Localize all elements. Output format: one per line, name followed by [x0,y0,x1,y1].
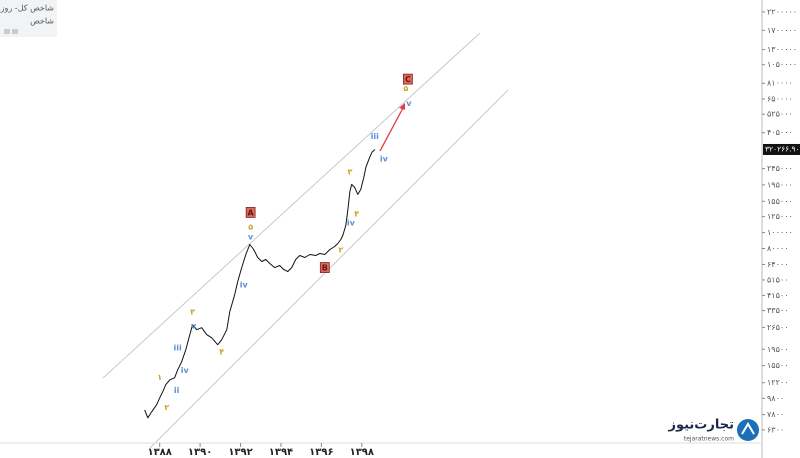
wave-label: C [405,75,411,84]
y-tick-label: ۱۵۵۰۰ [767,361,788,370]
wave-label: iii [371,132,379,141]
y-tick-label: ۱۹۵۰۰۰ [767,180,793,189]
y-tick-label: ۱۵۵۰۰۰ [767,197,793,206]
y-tick-label: ۱۷۰۰۰۰۰ [767,26,797,35]
x-tick-label: ۱۳۹۸ [350,447,374,458]
wave-box [245,207,256,218]
y-tick-label: ۱۹۵۰۰ [767,345,788,354]
logo-glyph [741,422,755,435]
watermark: تجارت‌نیوز tejaratnews.com [667,418,759,443]
y-tick-label: ۸۱۰۰۰۰ [767,79,793,88]
y-tick-label: ۶۵۰۰۰۰ [767,94,793,103]
wave-label: ii [174,386,180,395]
projection-arrow [379,107,404,152]
legend-icon [12,29,18,34]
wave-label: iv [181,366,190,375]
wave-label: ۵ [403,84,408,93]
logo-url: tejaratnews.com [684,436,734,443]
wave-label: ۴ [354,209,359,218]
y-tick-label: ۵۱۵۰۰ [767,275,788,284]
last-price-box [763,143,800,155]
y-tick-label: ۵۲۵۰۰۰ [767,110,793,119]
logo-icon [737,419,759,441]
wave-label: ۲ [338,245,343,254]
wave-label: ۳ [347,167,352,176]
y-tick-label: ۲۴۵۰۰۰ [767,164,793,173]
x-tick-label: ۱۳۹۶ [309,447,333,458]
wave-label: ۱ [157,373,162,382]
y-tick-label: ۱۲۲۰۰ [767,378,788,387]
wave-label: iii [174,344,182,353]
wave-box [319,262,330,273]
channel-line [102,32,481,379]
legend-icon [4,29,10,34]
y-tick-label: ۱۳۰۰۰۰۰ [767,45,797,54]
y-tick-label: ۱۰۰۰۰۰ [767,228,793,237]
y-tick-label: ۴۰۵۰۰۰ [767,128,793,137]
y-tick-label: ۱۲۵۰۰۰ [767,212,793,221]
wave-label: v [248,232,254,241]
arrow-head [399,103,405,110]
wave-label: ۴ [219,348,224,357]
wave-label: iv [347,218,356,227]
wave-label: iv [240,281,249,290]
y-tick-label: ۹۸۰۰ [767,394,784,403]
y-tick-label: ۴۱۵۰۰ [767,291,788,300]
logo-text: تجارت‌نیوز [667,418,734,433]
chart-title: شاخص کل- روزانه [0,4,54,13]
y-tick-label: ۶۴۰۰۰ [767,260,788,269]
wave-label: v [406,99,412,108]
wave-box [402,73,413,85]
wave-label: ۵ [248,222,253,231]
y-tick-label: ۷۸۰۰ [767,410,784,419]
wave-label: iv [380,154,389,163]
index-line [144,149,376,419]
y-tick-label: ۲۶۵۰۰ [767,323,788,332]
y-tick-label: ۱۰۵۰۰۰۰ [767,60,797,69]
wave-label: v [191,322,197,331]
x-tick-label: ۱۳۹۴ [269,447,293,458]
x-tick-label: ۱۳۸۸ [147,447,171,458]
y-tick-label: ۶۳۰۰ [767,425,784,434]
y-tick-label: ۲۲۰۰۰۰۰ [767,7,797,16]
wave-label: A [248,208,255,217]
x-tick-label: ۱۳۹۰ [188,447,212,458]
last-price-label: ۳۲۰۲۶۶.۹۰ [765,144,800,153]
y-tick-label: ۸۰۰۰۰ [767,244,788,253]
wave-label: B [322,264,328,273]
chart-subtitle: شاخص [30,17,54,26]
wave-label: ۳ [190,308,195,317]
wave-label: ۲ [164,403,169,412]
y-tick-label: ۳۳۵۰۰ [767,306,788,315]
x-tick-label: ۱۳۹۲ [228,447,252,458]
